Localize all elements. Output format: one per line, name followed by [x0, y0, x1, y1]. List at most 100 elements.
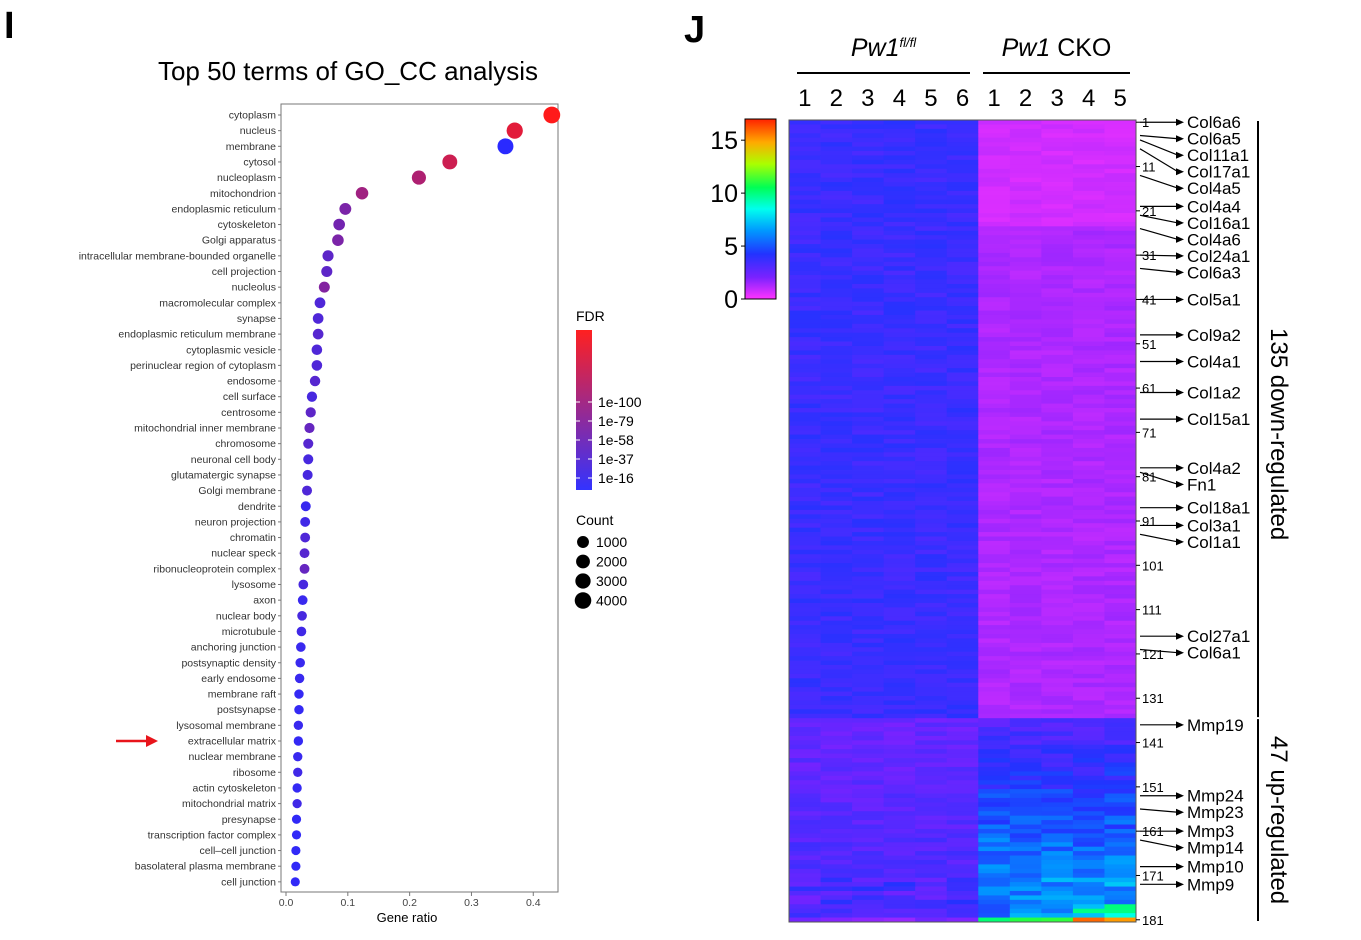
- heatmap-cell: [1104, 146, 1137, 152]
- go-term-label: anchoring junction: [191, 642, 276, 654]
- heatmap-cell: [915, 718, 948, 724]
- heatmap-cell: [1072, 713, 1105, 719]
- heatmap-cell: [1041, 638, 1074, 644]
- heatmap-cell: [820, 385, 853, 391]
- heatmap-cell: [883, 820, 916, 825]
- heatmap-cell: [820, 540, 853, 546]
- heatmap-cell: [1009, 235, 1042, 241]
- gene-pointer-arrowhead: [1176, 235, 1184, 243]
- heatmap-cell: [1072, 598, 1105, 604]
- heatmap-cell: [852, 740, 885, 746]
- heatmap-cell: [1009, 620, 1042, 626]
- heatmap-cell: [820, 696, 853, 701]
- heatmap-cell: [789, 341, 821, 347]
- heatmap-cell: [978, 824, 1011, 830]
- heatmap-cell: [883, 465, 916, 471]
- heatmap-cell: [1009, 292, 1042, 298]
- heatmap-cell: [883, 345, 916, 351]
- heatmap-cell: [820, 682, 853, 688]
- heatmap-cell: [852, 620, 885, 626]
- heatmap-cell: [946, 629, 979, 635]
- gene-label: Col4a5: [1187, 179, 1241, 198]
- heatmap-cell: [852, 749, 885, 755]
- go-dot: [304, 422, 315, 434]
- heatmap-cell: [915, 421, 948, 427]
- heatmap-cell: [1041, 824, 1074, 830]
- heatmap-cell: [1041, 704, 1074, 710]
- heatmap-cell: [852, 886, 885, 892]
- heatmap-cell: [883, 691, 916, 697]
- heatmap-cell: [820, 895, 853, 901]
- heatmap-column-label: 1: [798, 85, 811, 112]
- go-dot: [339, 202, 352, 215]
- heatmap-cell: [852, 173, 885, 179]
- heatmap-cell: [946, 580, 979, 586]
- go-dot: [291, 814, 302, 824]
- heatmap-cell: [946, 248, 979, 254]
- heatmap-cell: [852, 687, 885, 692]
- heatmap-cell: [1072, 673, 1105, 679]
- heatmap-cell: [915, 173, 948, 179]
- heatmap-cell: [789, 585, 821, 591]
- heatmap-cell: [1104, 168, 1137, 174]
- heatmap-cell: [1072, 501, 1105, 506]
- heatmap-cell: [852, 851, 885, 856]
- heatmap-cell: [883, 266, 916, 272]
- heatmap-cell: [1009, 350, 1042, 356]
- heatmap-cell: [1041, 633, 1074, 639]
- heatmap-cell: [1072, 146, 1105, 152]
- heatmap-cell: [852, 368, 885, 373]
- heatmap-cell: [852, 292, 885, 298]
- heatmap-cell: [1041, 421, 1074, 427]
- heatmap-cell: [1041, 780, 1074, 786]
- heatmap-cell: [789, 354, 821, 360]
- heatmap-cell: [946, 492, 979, 498]
- heatmap-cell: [1009, 279, 1042, 285]
- count-legend-dot: [574, 592, 592, 609]
- row-number-label: 141: [1142, 736, 1164, 751]
- heatmap-cell: [946, 456, 979, 462]
- heatmap-cell: [789, 146, 821, 152]
- heatmap-cell: [1104, 665, 1137, 670]
- go-term-label: perinuclear region of cytoplasm: [130, 360, 276, 372]
- heatmap-cell: [820, 864, 853, 870]
- heatmap-cell: [883, 806, 916, 812]
- heatmap-cell: [915, 917, 948, 923]
- heatmap-cell: [789, 301, 821, 307]
- heatmap-cell: [1009, 633, 1042, 639]
- heatmap-cell: [789, 864, 821, 870]
- panel-j-letter: J: [684, 9, 705, 51]
- heatmap-cell: [883, 376, 916, 382]
- go-term-label: microtubule: [222, 626, 276, 638]
- gene-pointer-arrowhead: [1176, 118, 1184, 126]
- heatmap-cell: [820, 704, 853, 710]
- heatmap-cell: [789, 713, 821, 719]
- heatmap-cell: [820, 833, 853, 839]
- heatmap-cell: [915, 811, 948, 817]
- heatmap-cell: [820, 151, 853, 156]
- heatmap-cell: [1009, 261, 1042, 267]
- heatmap-cell: [915, 820, 948, 825]
- heatmap-cell: [946, 780, 979, 786]
- heatmap-cell: [789, 665, 821, 670]
- heatmap-cell: [820, 700, 853, 706]
- heatmap-cell: [978, 230, 1011, 236]
- heatmap-cell: [1072, 886, 1105, 892]
- heatmap-cell: [1009, 518, 1042, 524]
- gene-pointer-arrowhead: [1176, 295, 1184, 303]
- heatmap-cell: [1104, 895, 1137, 901]
- heatmap-cell: [1104, 567, 1137, 573]
- heatmap-cell: [820, 159, 853, 165]
- go-dot: [294, 673, 305, 684]
- heatmap-cell: [883, 851, 916, 856]
- heatmap-cell: [820, 598, 853, 604]
- heatmap-cell: [1009, 554, 1042, 560]
- heatmap-cell: [852, 408, 885, 413]
- heatmap-cell: [915, 177, 948, 183]
- heatmap-cell: [1009, 696, 1042, 701]
- gene-pointer-arrowhead: [1176, 464, 1184, 472]
- heatmap-cell: [978, 275, 1011, 280]
- heatmap-cell: [978, 558, 1011, 564]
- heatmap-cell: [852, 713, 885, 719]
